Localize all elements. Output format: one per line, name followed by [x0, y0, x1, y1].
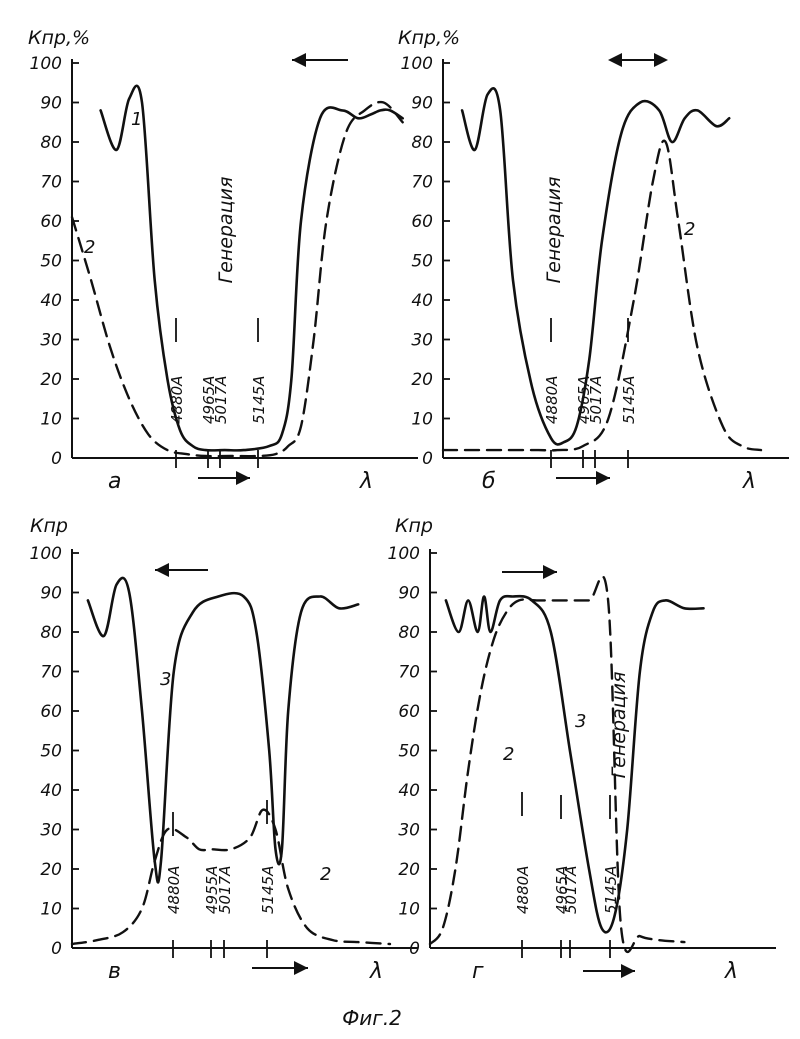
wavelength-label: 5017А: [212, 376, 230, 424]
y-tick-label: 0: [409, 939, 420, 959]
y-axis-label: Кпр: [395, 515, 433, 537]
chart-panel-4: 0102030405060708090100Кпргλ4880А4965А501…: [388, 515, 776, 984]
wavelength-label: 5145А: [620, 376, 638, 424]
y-tick-label: 90: [411, 94, 433, 114]
y-tick-label: 0: [51, 449, 62, 469]
curve-label: 2: [503, 744, 514, 765]
y-tick-label: 80: [40, 133, 62, 153]
y-tick-label: 30: [398, 821, 420, 841]
y-tick-label: 60: [398, 702, 420, 722]
y-tick-label: 40: [40, 781, 62, 801]
y-tick-label: 90: [40, 94, 62, 114]
generation-label: Генерация: [543, 177, 565, 284]
panel-label: б: [482, 469, 496, 494]
y-tick-label: 10: [40, 900, 62, 920]
y-tick-label: 100: [401, 54, 433, 74]
y-tick-label: 20: [40, 860, 62, 880]
panel-label: в: [108, 959, 121, 984]
curve-label: 2: [84, 237, 95, 258]
y-tick-label: 50: [411, 252, 433, 272]
arrow-head: [654, 53, 668, 67]
y-tick-label: 0: [51, 939, 62, 959]
arrow-head: [621, 964, 635, 978]
curve-label: 2: [320, 864, 331, 885]
wavelength-label: 4880А: [543, 376, 561, 424]
y-tick-label: 0: [422, 449, 433, 469]
curve-label: 2: [684, 219, 695, 240]
y-tick-label: 10: [398, 900, 420, 920]
x-axis-label: λ: [742, 469, 756, 494]
arrow-head: [543, 565, 557, 579]
y-tick-label: 60: [411, 212, 433, 232]
y-tick-label: 50: [40, 252, 62, 272]
series-line-2: [72, 102, 403, 456]
panel-label: г: [472, 959, 484, 984]
y-tick-label: 80: [411, 133, 433, 153]
y-tick-label: 30: [40, 331, 62, 351]
y-axis-label: Кпр,%: [398, 27, 460, 49]
y-tick-label: 50: [398, 742, 420, 762]
arrow-head: [294, 961, 308, 975]
series-line-3: [88, 578, 358, 882]
y-tick-label: 20: [411, 370, 433, 390]
arrow-head: [596, 471, 610, 485]
wavelength-label: 5017А: [587, 376, 605, 424]
y-tick-label: 90: [40, 584, 62, 604]
arrow-head: [608, 53, 622, 67]
x-axis-label: λ: [359, 469, 373, 494]
arrow-head: [292, 53, 306, 67]
y-axis-label: Кпр,%: [28, 27, 90, 49]
wavelength-label: 4880А: [514, 866, 532, 914]
y-tick-label: 70: [40, 663, 62, 683]
wavelength-label: 5145А: [259, 866, 277, 914]
figure-caption: Фиг.2: [342, 1006, 402, 1030]
panel-label: а: [108, 469, 121, 494]
curve-label: 3: [575, 711, 586, 732]
y-tick-label: 60: [40, 702, 62, 722]
curve-label: 1: [131, 109, 142, 130]
y-tick-label: 40: [398, 781, 420, 801]
arrow-head: [236, 471, 250, 485]
x-axis-label: λ: [724, 959, 738, 984]
wavelength-label: 5145А: [250, 376, 268, 424]
y-tick-label: 100: [30, 54, 62, 74]
y-tick-label: 30: [411, 331, 433, 351]
y-tick-label: 70: [411, 173, 433, 193]
chart-panel-1: 0102030405060708090100Кпр,%аλ4880А4965А5…: [28, 27, 418, 494]
wavelength-label: 4880А: [165, 866, 183, 914]
y-tick-label: 100: [30, 544, 62, 564]
y-tick-label: 80: [40, 623, 62, 643]
y-tick-label: 80: [398, 623, 420, 643]
y-tick-label: 10: [411, 410, 433, 430]
chart-panel-3: 0102030405060708090100Кпрвλ4880А4955А501…: [30, 515, 418, 984]
y-axis-label: Кпр: [30, 515, 68, 537]
y-tick-label: 90: [398, 584, 420, 604]
wavelength-label: 5017А: [216, 866, 234, 914]
y-tick-label: 70: [40, 173, 62, 193]
y-tick-label: 30: [40, 821, 62, 841]
y-tick-label: 40: [411, 291, 433, 311]
y-tick-label: 20: [398, 860, 420, 880]
chart-panel-2: 0102030405060708090100Кпр,%бλ4880А4965А5…: [398, 27, 789, 494]
generation-label: Генерация: [215, 177, 237, 284]
curve-label: 3: [160, 669, 171, 690]
y-tick-label: 10: [40, 410, 62, 430]
wavelength-label: 5017А: [562, 866, 580, 914]
y-tick-label: 60: [40, 212, 62, 232]
y-tick-label: 40: [40, 291, 62, 311]
y-tick-label: 70: [398, 663, 420, 683]
y-tick-label: 50: [40, 742, 62, 762]
y-tick-label: 100: [388, 544, 420, 564]
arrow-head: [155, 563, 169, 577]
y-tick-label: 20: [40, 370, 62, 390]
x-axis-label: λ: [369, 959, 383, 984]
